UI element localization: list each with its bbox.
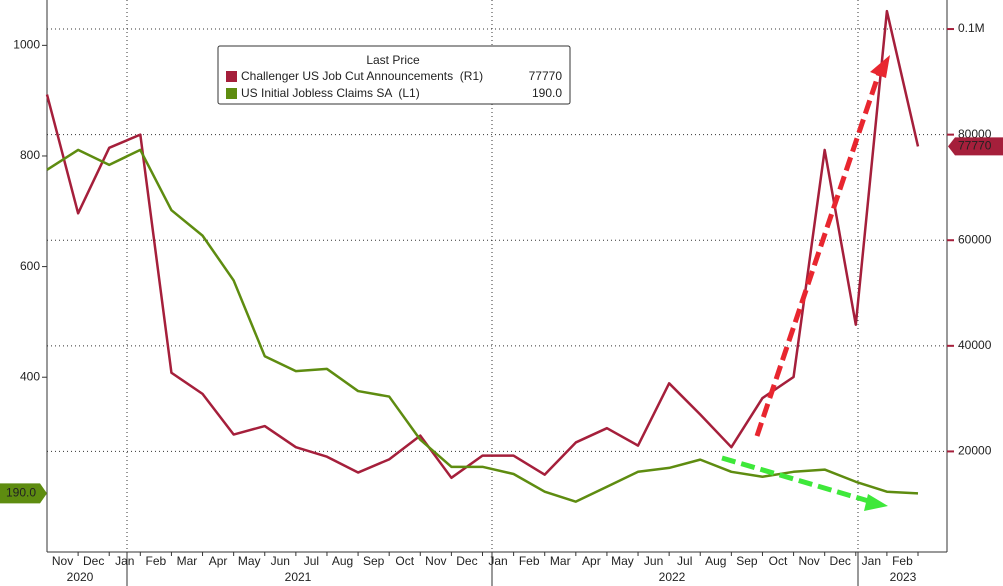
x-tick-label: Jan [862,554,881,568]
x-tick-label: Dec [83,554,104,568]
red-arrow [754,69,883,437]
x-tick-label: Jul [677,554,692,568]
green-arrow [721,455,873,505]
legend-swatch [226,88,237,99]
x-tick-label: Dec [830,554,851,568]
x-tick-label: Feb [146,554,167,568]
x-tick-label: Aug [705,554,726,568]
x-tick-label: Jul [304,554,319,568]
x-tick-label: Jun [271,554,290,568]
last-price-label: 77770 [958,139,992,153]
x-tick-label: Nov [425,554,446,568]
x-tick-label: Aug [332,554,353,568]
x-tick-label: Feb [892,554,913,568]
y2-tick-label: 20000 [958,444,992,458]
x-tick-label: Oct [769,554,788,568]
x-tick-label: Jan [488,554,507,568]
x-tick-label: Apr [582,554,601,568]
x-tick-label: Jan [115,554,134,568]
y2-tick-label: 0.1M [958,21,985,35]
legend-swatch [226,71,237,82]
y-tick-label: 400 [20,369,40,383]
x-tick-label: Mar [177,554,198,568]
x-tick-label: May [611,554,634,568]
legend-label: US Initial Jobless Claims SA (L1) [241,86,420,100]
arrows [721,55,890,511]
y-tick-label: 600 [20,259,40,273]
legend-value: 77770 [529,69,563,83]
y-tick-label: 1000 [13,38,40,52]
x-tick-label: Jun [644,554,663,568]
x-tick-label: May [238,554,261,568]
x-tick-label: Sep [736,554,758,568]
y2-tick-label: 40000 [958,338,992,352]
x-tick-label: Sep [363,554,385,568]
x-tick-label: Feb [519,554,540,568]
x-tick-label: Oct [395,554,414,568]
x-tick-label: Nov [798,554,819,568]
legend-box [217,45,571,105]
last-price-box [0,483,47,504]
y-tick-label: 800 [20,148,40,162]
year-label: 2021 [285,570,312,584]
x-tick-label: Nov [52,554,73,568]
year-label: 2023 [890,570,917,584]
x-tick-label: Dec [456,554,477,568]
year-label: 2020 [67,570,94,584]
red-arrow-head [870,55,890,78]
legend-value: 190.0 [532,86,562,100]
year-label: 2022 [659,570,686,584]
y2-tick-label: 80000 [958,127,992,141]
legend: Last Price Challenger US Job Cut Announc… [217,45,571,105]
x-tick-label: Mar [550,554,571,568]
legend-title: Last Price [366,53,420,67]
last-price-box [948,137,1003,156]
y2-tick-label: 60000 [958,232,992,246]
legend-label: Challenger US Job Cut Announcements (R1) [241,69,483,83]
x-tick-label: Apr [209,554,228,568]
last-price-label: 190.0 [6,486,36,500]
green-arrow-head [864,494,888,511]
